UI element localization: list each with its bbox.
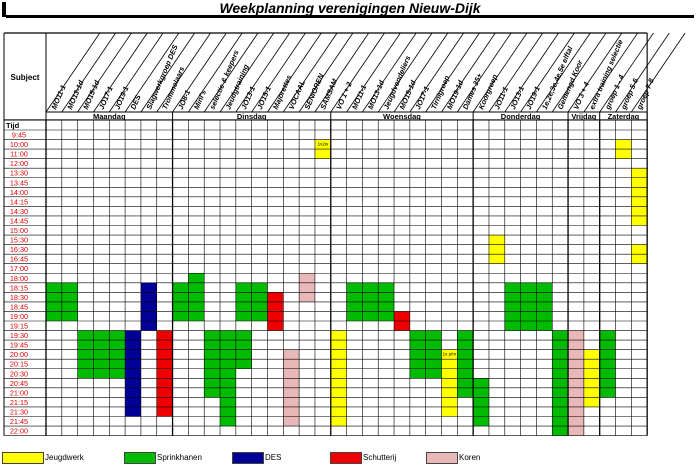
time-label: 18:15: [10, 283, 28, 292]
page-title: Weekplanning verenigingen Nieuw-Dijk: [219, 0, 481, 16]
time-label: 13:45: [10, 178, 28, 187]
day-label: Donderdag: [501, 112, 541, 120]
schedule-block: [457, 330, 474, 398]
day-label: Zaterdag: [608, 112, 640, 120]
title-left-bar: [2, 2, 6, 17]
legend-swatch: [2, 452, 44, 464]
schedule-block: [409, 330, 426, 379]
block-note: 1x p/m: [443, 352, 457, 357]
legend-label: DES: [265, 453, 282, 462]
schedule-block: [93, 330, 110, 379]
time-label: 14:45: [10, 216, 28, 225]
column-label: DES: [128, 93, 142, 110]
schedule-block: [125, 330, 141, 417]
legend-swatch: [232, 452, 264, 464]
time-label: 18:30: [10, 293, 28, 302]
legend-label: Schutterij: [363, 453, 397, 462]
time-label: 20:15: [10, 360, 28, 369]
tijd-label: Tijd: [6, 121, 20, 130]
time-label: 21:30: [10, 407, 28, 416]
day-label: Woensdag: [383, 112, 421, 120]
time-label: 19:00: [10, 312, 28, 321]
schedule-block: [568, 330, 584, 436]
time-label: 22:00: [10, 427, 28, 436]
legend: Jeugdwerk Sprinkhanen DES Schutterij Koren: [0, 449, 700, 469]
schedule-block: [140, 282, 157, 331]
time-label: 18:00: [10, 274, 28, 283]
schedule-block: [204, 330, 221, 398]
schedule-block: [441, 349, 458, 417]
legend-label: Jeugdwerk: [45, 453, 84, 462]
title-underline: [6, 15, 694, 18]
time-label: 16:45: [10, 255, 28, 264]
time-label: 21:15: [10, 398, 28, 407]
time-label: 20:00: [10, 350, 28, 359]
schedule-block: [599, 330, 616, 398]
column-header-area: SubjectMO11-1MO13-1dMO15-1dJO17-1JO19-1D…: [3, 32, 686, 120]
schedule-block: [552, 330, 569, 436]
time-label: 10:00: [10, 140, 28, 149]
title-bar: Weekplanning verenigingen Nieuw-Dijk: [0, 0, 700, 19]
column-label: Mini's: [192, 88, 208, 110]
time-label: 14:15: [10, 197, 28, 206]
schedule-block: [473, 378, 489, 427]
legend-label: Sprinkhanen: [157, 453, 202, 462]
time-label: 14:00: [10, 188, 28, 197]
schedule-block: [109, 330, 126, 379]
schedule-block: [504, 282, 521, 331]
day-label: Maandag: [93, 112, 126, 120]
legend-swatch: [426, 452, 458, 464]
time-label: 18:45: [10, 302, 28, 311]
legend-swatch: [124, 452, 156, 464]
schedule-block: [425, 330, 442, 379]
schedule-block: [520, 282, 537, 331]
day-label: Vrijdag: [571, 112, 596, 120]
time-label: 13:30: [10, 169, 28, 178]
time-label: 20:30: [10, 369, 28, 378]
legend-swatch: [330, 452, 362, 464]
time-label: 15:00: [10, 226, 28, 235]
column-label: JO8-1: [176, 89, 192, 111]
time-label: 21:00: [10, 388, 28, 397]
schedule-block: [156, 330, 173, 417]
schedule-block: [536, 282, 553, 331]
schedule-grid: Tijd 1x2w 1x p/m 9:4510:0011:0012:0013:3013…: [3, 120, 648, 436]
time-label: 19:45: [10, 341, 28, 350]
time-label: 9:45: [12, 131, 26, 140]
time-label: 17:00: [10, 264, 28, 273]
block-note: 1x2w: [318, 142, 329, 147]
time-label: 21:45: [10, 417, 28, 426]
subject-label: Subject: [11, 73, 40, 82]
time-label: 15:30: [10, 236, 28, 245]
time-label: 19:15: [10, 322, 28, 331]
time-label: 14:30: [10, 207, 28, 216]
time-label: 20:45: [10, 379, 28, 388]
schedule-block: [188, 273, 205, 321]
time-label: 16:30: [10, 245, 28, 254]
schedule-block: [77, 330, 94, 379]
schedule-block: [488, 235, 505, 264]
schedule-block: [299, 273, 315, 302]
time-label: 11:00: [10, 150, 28, 159]
day-label: Dinsdag: [237, 112, 267, 120]
time-label: 12:00: [10, 159, 28, 168]
legend-label: Koren: [459, 453, 481, 462]
time-label: 19:30: [10, 331, 28, 340]
